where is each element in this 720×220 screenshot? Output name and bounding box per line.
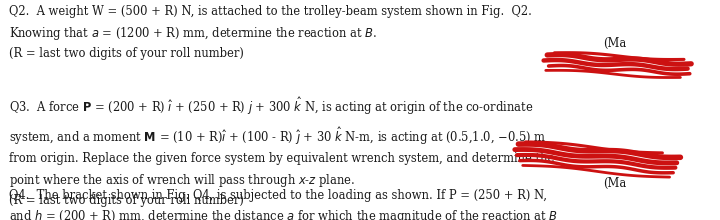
Text: Q4.  The bracket shown in Fig. Q4, is subjected to the loading as shown. If P = : Q4. The bracket shown in Fig. Q4, is sub… — [9, 189, 558, 220]
Text: Q2.  A weight W = (500 + R) N, is attached to the trolley-beam system shown in F: Q2. A weight W = (500 + R) N, is attache… — [9, 6, 531, 60]
Text: Q3.  A force $\mathbf{P}$ = (200 + R) $\hat{\imath}$ + (250 + R) $j$ + 300 $\hat: Q3. A force $\mathbf{P}$ = (200 + R) $\h… — [9, 95, 554, 207]
Text: (Ma: (Ma — [603, 37, 626, 50]
Text: (Ma: (Ma — [603, 177, 626, 190]
